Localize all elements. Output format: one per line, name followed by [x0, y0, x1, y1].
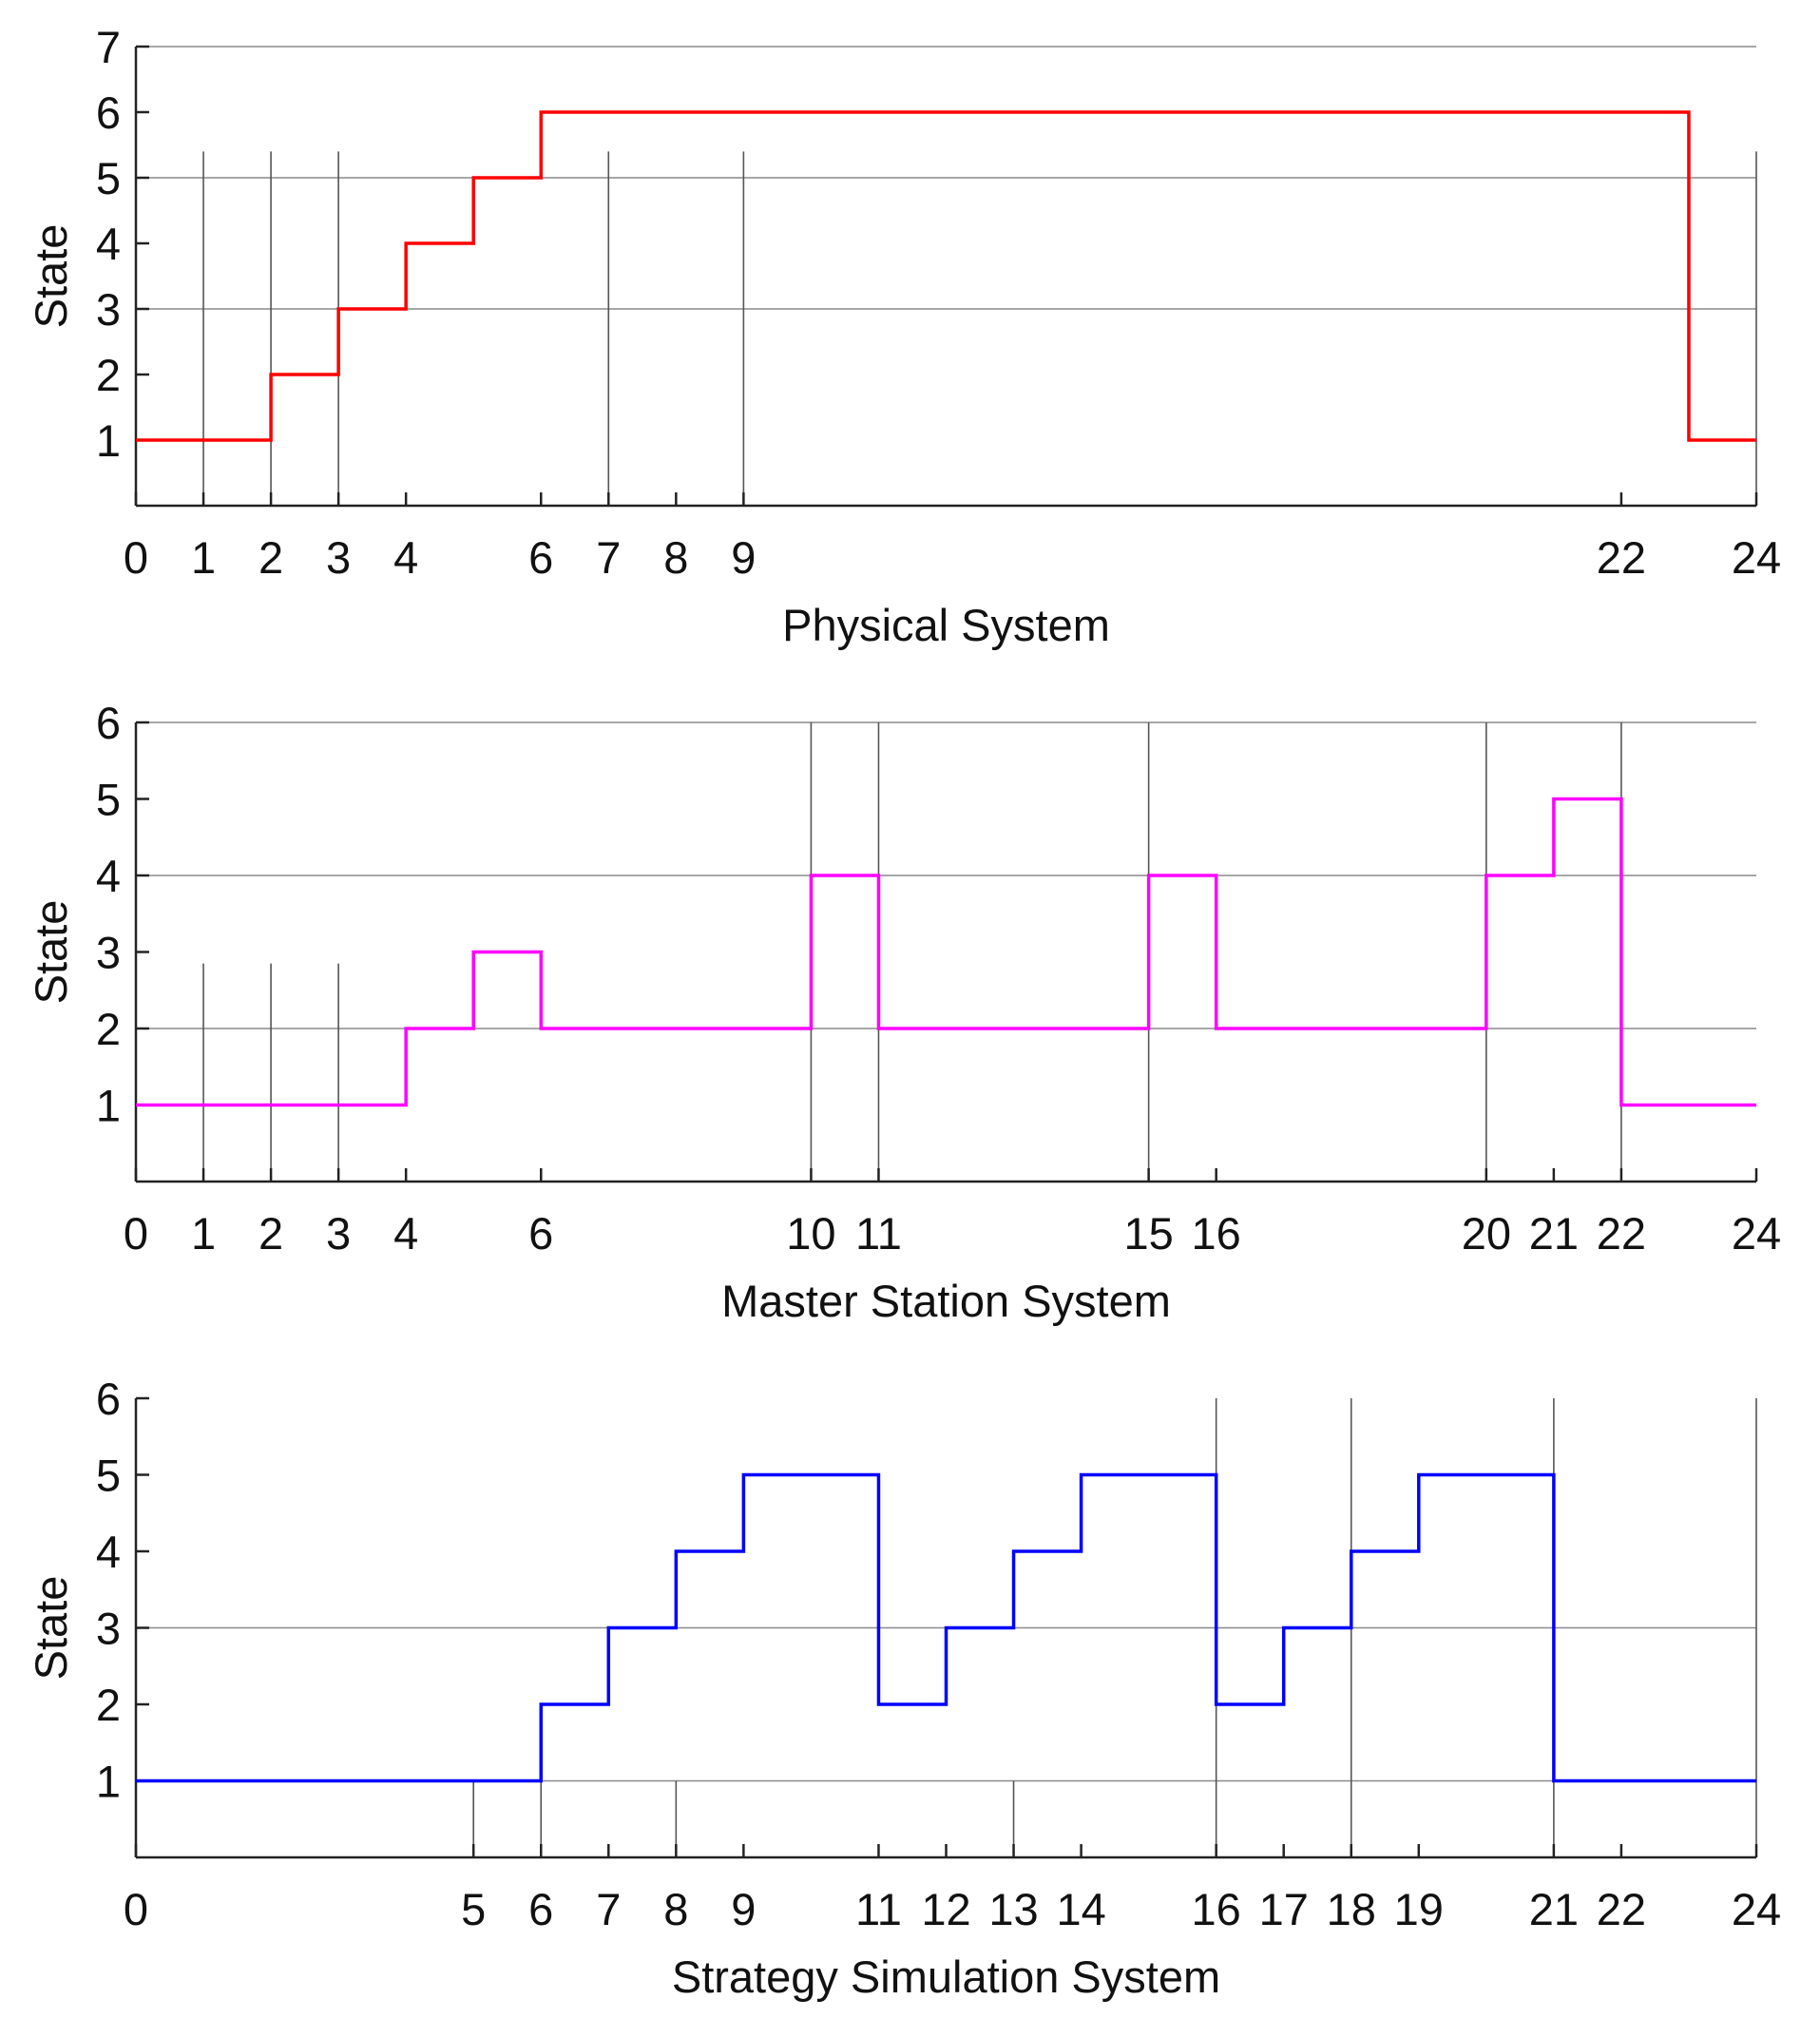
x-tick-label: 5 — [461, 1884, 486, 1934]
x-tick-label: 11 — [855, 1884, 902, 1934]
x-tick-label: 2 — [259, 1208, 283, 1259]
y-tick-label: 4 — [96, 851, 121, 901]
y-tick-label: 6 — [96, 698, 121, 748]
x-tick-label: 22 — [1597, 532, 1646, 583]
series-line — [136, 797, 1756, 1107]
y-tick-label: 3 — [96, 1604, 121, 1654]
y-tick-label: 2 — [96, 1004, 121, 1054]
x-tick-label: 24 — [1732, 532, 1781, 583]
x-tick-label: 1 — [191, 532, 216, 583]
x-tick-label: 9 — [731, 532, 756, 583]
x-tick-label: 4 — [393, 1208, 418, 1259]
x-tick-label: 4 — [393, 532, 418, 583]
x-tick-label: 0 — [124, 1208, 148, 1259]
x-tick-label: 16 — [1192, 1208, 1241, 1259]
y-tick-label: 6 — [96, 87, 121, 138]
y-tick-label: 5 — [96, 153, 121, 203]
x-tick-label: 14 — [1056, 1884, 1105, 1934]
chart-strategy-simulation-system: 0 5 6 7 8 9 11 12 13 14 16 17 18 19 21 22 24123456Strate… — [26, 1374, 1781, 2002]
x-tick-label: 6 — [528, 1208, 553, 1259]
y-tick-label: 3 — [96, 284, 121, 335]
x-axis-title: Physical System — [782, 600, 1110, 650]
y-tick-label: 1 — [96, 1081, 121, 1131]
y-axis-title: State — [26, 1576, 76, 1681]
x-tick-label: 8 — [663, 1884, 688, 1934]
y-axis-title: State — [26, 900, 76, 1005]
x-tick-label: 22 — [1597, 1884, 1646, 1934]
x-tick-label: 19 — [1394, 1884, 1444, 1934]
y-tick-label: 5 — [96, 775, 121, 825]
x-tick-label: 20 — [1462, 1208, 1511, 1259]
x-tick-label: 3 — [326, 1208, 351, 1259]
x-axis-title: Master Station System — [721, 1276, 1171, 1326]
y-tick-label: 2 — [96, 1680, 121, 1730]
x-axis-title: Strategy Simulation System — [672, 1951, 1220, 2002]
y-axis-title: State — [26, 224, 76, 329]
x-tick-label: 7 — [596, 532, 621, 583]
y-tick-label: 1 — [96, 415, 121, 466]
x-tick-label: 0 — [124, 532, 148, 583]
x-tick-label: 13 — [988, 1884, 1038, 1934]
y-tick-label: 4 — [96, 1527, 121, 1577]
series-line — [136, 1472, 1756, 1783]
y-tick-label: 2 — [96, 350, 121, 400]
x-tick-label: 12 — [921, 1884, 970, 1934]
x-tick-label: 1 — [191, 1208, 216, 1259]
x-tick-label: 0 — [124, 1884, 148, 1934]
x-tick-label: 6 — [528, 1884, 553, 1934]
x-tick-label: 24 — [1732, 1208, 1781, 1259]
x-tick-label: 10 — [786, 1208, 835, 1259]
series-line — [136, 110, 1756, 442]
y-tick-label: 7 — [96, 22, 121, 72]
x-tick-label: 22 — [1597, 1208, 1646, 1259]
x-tick-label: 17 — [1259, 1884, 1309, 1934]
x-tick-label: 21 — [1529, 1884, 1579, 1934]
x-tick-label: 8 — [663, 532, 688, 583]
x-tick-label: 16 — [1192, 1884, 1241, 1934]
y-tick-label: 4 — [96, 219, 121, 269]
x-tick-label: 18 — [1327, 1884, 1376, 1934]
x-tick-label: 11 — [855, 1208, 902, 1259]
x-tick-label: 7 — [596, 1884, 621, 1934]
y-tick-label: 3 — [96, 928, 121, 978]
x-tick-label: 21 — [1529, 1208, 1579, 1259]
x-tick-label: 3 — [326, 532, 351, 583]
x-tick-label: 2 — [259, 532, 283, 583]
y-tick-label: 6 — [96, 1374, 121, 1424]
x-tick-label: 15 — [1123, 1208, 1173, 1259]
y-tick-label: 5 — [96, 1451, 121, 1501]
x-tick-label: 9 — [731, 1884, 756, 1934]
x-tick-label: 6 — [528, 532, 553, 583]
x-tick-label: 24 — [1732, 1884, 1781, 1934]
y-tick-label: 1 — [96, 1757, 121, 1807]
